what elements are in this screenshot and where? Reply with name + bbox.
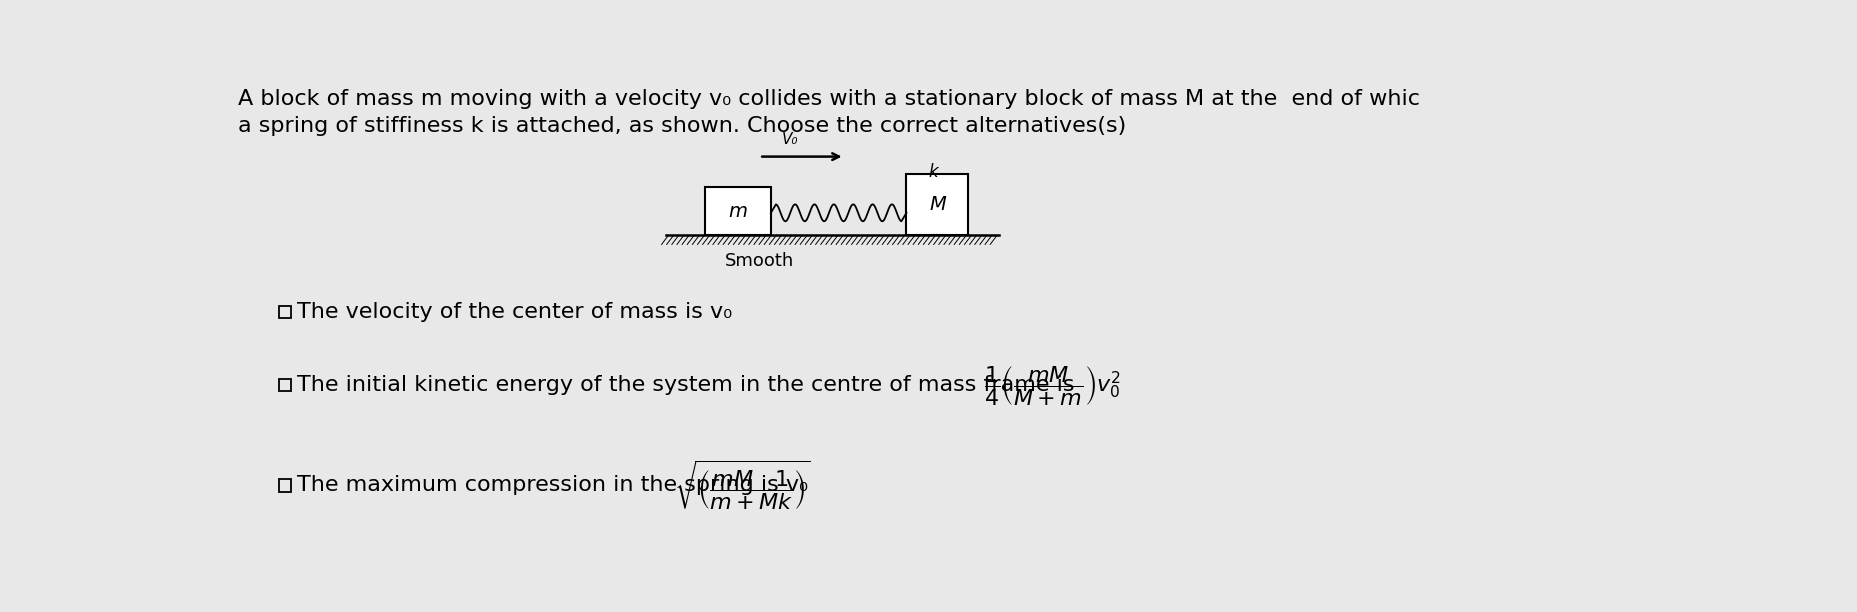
Text: $\dfrac{1}{4}\left(\dfrac{mM}{M+m}\right)v_0^2$: $\dfrac{1}{4}\left(\dfrac{mM}{M+m}\right…	[984, 364, 1120, 407]
Text: Smooth: Smooth	[724, 252, 793, 270]
Text: a spring of stiffiness k is attached, as shown. Choose the correct alternatives(: a spring of stiffiness k is attached, as…	[238, 116, 1125, 136]
Text: M: M	[928, 195, 945, 214]
Text: A block of mass m moving with a velocity v₀ collides with a stationary block of : A block of mass m moving with a velocity…	[238, 89, 1421, 109]
Bar	[279, 379, 292, 392]
Text: k: k	[928, 163, 938, 181]
Bar	[704, 187, 771, 235]
Text: The velocity of the center of mass is v₀: The velocity of the center of mass is v₀	[297, 302, 732, 322]
Bar	[279, 306, 292, 318]
Bar	[279, 479, 292, 491]
Text: V₀: V₀	[782, 132, 799, 147]
Text: $\sqrt{\left(\dfrac{mM\quad 1}{m+Mk}\right)}$: $\sqrt{\left(\dfrac{mM\quad 1}{m+Mk}\rig…	[674, 458, 810, 512]
Text: m: m	[728, 202, 747, 221]
Text: The initial kinetic energy of the system in the centre of mass frame is: The initial kinetic energy of the system…	[297, 375, 1081, 395]
Text: The maximum compression in the spring is v₀: The maximum compression in the spring is…	[297, 476, 808, 495]
Bar	[906, 174, 967, 235]
